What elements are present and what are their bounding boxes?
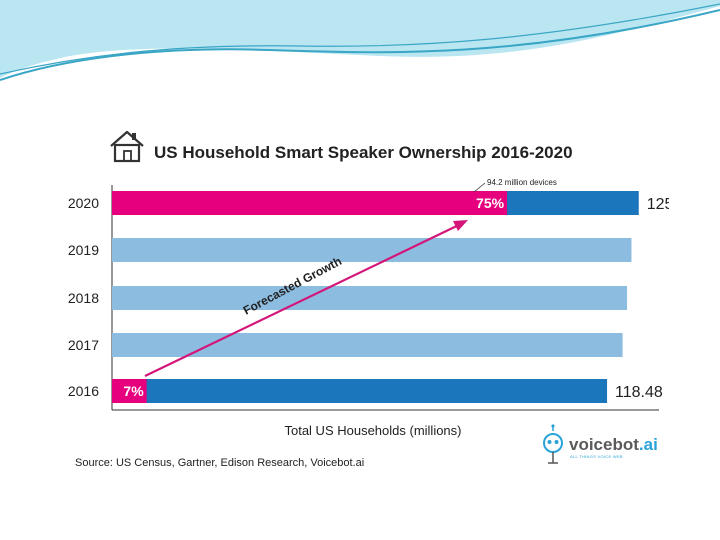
logo-suffix: .ai: [639, 435, 658, 454]
bar-2017: [112, 333, 623, 357]
wave-dark-line: [0, 9, 720, 81]
robot-mic-icon: [543, 424, 563, 464]
share-bar-2016: [112, 379, 147, 403]
share-label-2016: 7%: [123, 383, 144, 399]
share-bar-2020: [112, 191, 508, 215]
logo-name: voicebot: [569, 435, 639, 454]
bar-2016: [112, 379, 608, 403]
y-tick-label-2017: 2017: [68, 337, 99, 353]
value-label-2016: 118.48: [615, 384, 663, 401]
house-icon: [110, 130, 144, 163]
devices-note-leader: [473, 182, 486, 193]
bar-2019: [112, 238, 632, 262]
y-tick-label-2020: 2020: [68, 195, 99, 211]
share-label-2020: 75%: [476, 195, 505, 211]
value-label-2020: 125.65: [647, 196, 669, 213]
growth-arrow: [144, 220, 468, 377]
logo-tagline: ALL THINGS VOICE WEB: [570, 454, 623, 459]
y-tick-label-2016: 2016: [68, 383, 99, 399]
devices-note: 94.2 million devices: [487, 178, 557, 187]
header-wave: [0, 0, 720, 81]
y-tick-label-2018: 2018: [68, 290, 99, 306]
chart-title: US Household Smart Speaker Ownership 201…: [154, 143, 573, 162]
chart: US Household Smart Speaker Ownership 201…: [68, 130, 669, 469]
y-tick-label-2019: 2019: [68, 242, 99, 258]
logo-wordmark: voicebot.ai: [569, 435, 658, 454]
wave-dark-line-2: [0, 3, 720, 75]
bars-layer: 2020 75% 125.65 2019 2018 2017 2016 7% 118.48: [68, 191, 669, 403]
source-note: Source: US Census, Gartner, Edison Resea…: [75, 457, 364, 469]
chart-card: US Household Smart Speaker Ownership 201…: [61, 118, 669, 474]
x-axis-label: Total US Households (millions): [284, 423, 461, 438]
voicebot-logo: voicebot.ai ALL THINGS VOICE WEB: [543, 424, 658, 464]
wave-light-band: [0, 0, 720, 78]
bar-2018: [112, 286, 628, 310]
